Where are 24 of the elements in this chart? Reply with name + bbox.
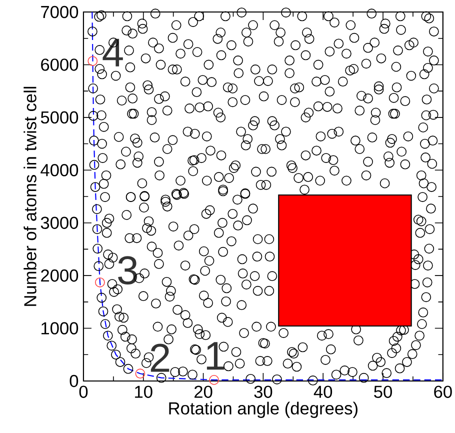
y-tick-label: 0 [70, 374, 78, 388]
annotation: 4 [102, 38, 123, 66]
y-tick-label: 1000 [42, 322, 78, 334]
x-tick-label: 50 [374, 386, 392, 398]
y-tick-label: 6000 [41, 58, 78, 71]
x-tick-label: 20 [194, 386, 212, 398]
point [88, 56, 98, 66]
y-tick-label: 3000 [40, 216, 78, 229]
x-tick-label: 0 [79, 386, 88, 398]
point [135, 368, 146, 379]
y-axis-title: Number of atoms in twist cell [24, 86, 36, 306]
point [95, 277, 105, 288]
x-tick-label: 40 [314, 386, 332, 398]
x-axis-title: Rotation angle (degrees) [169, 402, 358, 418]
x-tick-label: 30 [254, 386, 272, 398]
x-tick-label: 10 [135, 386, 152, 398]
x-tick-label: 60 [434, 386, 452, 398]
annotation: 3 [118, 256, 138, 284]
y-tick-label: 2000 [41, 269, 78, 282]
y-tick-label: 7000 [41, 6, 78, 18]
y-tick-label: 5000 [40, 111, 78, 124]
y-tick-label: 4000 [40, 164, 78, 176]
annotation: 1 [206, 342, 224, 370]
point [209, 375, 219, 385]
